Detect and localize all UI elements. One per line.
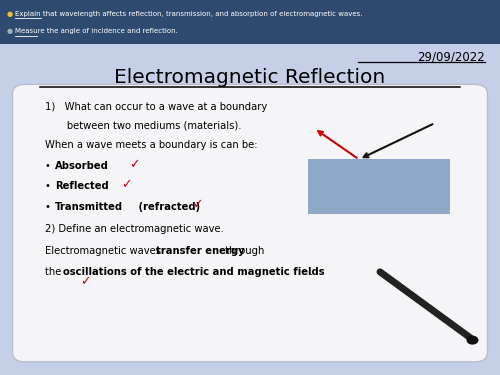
Text: Absorbed: Absorbed xyxy=(55,161,109,171)
Text: between two mediums (materials).: between two mediums (materials). xyxy=(45,121,242,130)
Text: ●: ● xyxy=(6,11,12,17)
Text: •: • xyxy=(45,182,51,191)
Text: ✓: ✓ xyxy=(80,275,90,288)
Circle shape xyxy=(466,336,478,345)
Text: ✓: ✓ xyxy=(192,199,203,211)
Text: ●: ● xyxy=(6,28,12,34)
Text: Explain that wavelength affects reflection, transmission, and absorption of elec: Explain that wavelength affects reflecti… xyxy=(15,11,362,17)
Text: •: • xyxy=(45,202,51,212)
FancyBboxPatch shape xyxy=(0,0,500,44)
Text: 29/09/2022: 29/09/2022 xyxy=(417,51,485,63)
Text: Electromagnetic Reflection: Electromagnetic Reflection xyxy=(114,68,386,87)
Text: Reflected: Reflected xyxy=(55,182,109,191)
Text: Electromagnetic waves: Electromagnetic waves xyxy=(45,246,164,256)
Text: Measure the angle of incidence and reflection.: Measure the angle of incidence and refle… xyxy=(15,28,178,34)
Text: through: through xyxy=(222,246,264,256)
Text: (refracted): (refracted) xyxy=(135,202,200,212)
Text: When a wave meets a boundary is can be:: When a wave meets a boundary is can be: xyxy=(45,140,258,150)
Text: ✓: ✓ xyxy=(121,178,132,191)
Text: 2) Define an electromagnetic wave.: 2) Define an electromagnetic wave. xyxy=(45,225,224,234)
Text: ✓: ✓ xyxy=(129,158,140,171)
FancyBboxPatch shape xyxy=(12,84,488,362)
Text: the: the xyxy=(45,267,64,277)
FancyBboxPatch shape xyxy=(308,159,450,214)
Text: Transmitted: Transmitted xyxy=(55,202,123,212)
Text: .: . xyxy=(310,267,313,277)
Text: 1)   What can occur to a wave at a boundary: 1) What can occur to a wave at a boundar… xyxy=(45,102,267,112)
Text: oscillations of the electric and magnetic fields: oscillations of the electric and magneti… xyxy=(63,267,324,277)
Text: •: • xyxy=(45,161,51,171)
Text: transfer energy: transfer energy xyxy=(156,246,244,256)
